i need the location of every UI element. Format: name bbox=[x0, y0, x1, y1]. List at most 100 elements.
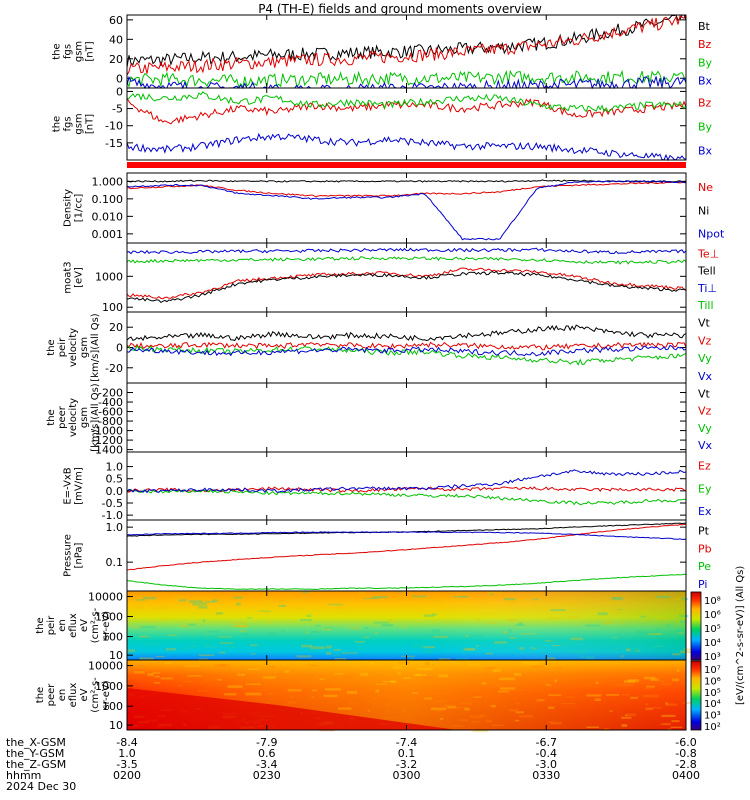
spectrogram-texture bbox=[512, 689, 526, 691]
spectrogram-texture bbox=[491, 724, 505, 727]
colorbar-gradient bbox=[690, 591, 702, 661]
spectrogram-texture bbox=[139, 657, 143, 659]
y-axis-label: fgs bbox=[63, 116, 74, 131]
footer-value: -3.5 bbox=[116, 758, 137, 771]
spectrogram-texture bbox=[661, 714, 676, 717]
series-line-Vz bbox=[126, 341, 687, 351]
spectrogram-texture bbox=[233, 596, 243, 599]
spectrogram-texture bbox=[522, 662, 539, 665]
spectrogram-texture bbox=[659, 723, 671, 725]
spectrogram-texture bbox=[594, 698, 601, 701]
footer-value: -3.2 bbox=[396, 758, 417, 771]
spectrogram-texture bbox=[247, 668, 260, 671]
spectrogram-texture bbox=[315, 613, 321, 615]
spectrogram-texture bbox=[160, 677, 174, 680]
spectrogram-texture bbox=[485, 652, 493, 655]
legend-Ti⊥: Ti⊥ bbox=[697, 282, 717, 295]
spectrogram-texture bbox=[625, 713, 636, 717]
y-tick-label: 1000 bbox=[95, 611, 123, 624]
spectrogram-texture bbox=[483, 613, 493, 615]
spectrogram-texture bbox=[419, 635, 431, 638]
spectrogram-texture bbox=[401, 604, 412, 606]
spectrogram-texture bbox=[261, 599, 275, 603]
panel-frame bbox=[126, 242, 687, 313]
spectrogram-texture bbox=[128, 624, 131, 627]
series-line-Npot bbox=[126, 180, 686, 241]
spectrogram-texture bbox=[440, 717, 444, 720]
y-tick-label: 0.001 bbox=[92, 228, 124, 241]
spectrogram-texture bbox=[613, 674, 618, 676]
series-line-Bt bbox=[126, 14, 687, 68]
spectrogram-texture bbox=[235, 625, 249, 627]
spectrogram-texture bbox=[179, 596, 188, 598]
spectrogram-texture bbox=[154, 675, 160, 678]
spectrogram-texture bbox=[453, 596, 469, 598]
y-tick-label: 0 bbox=[116, 72, 123, 85]
spectrogram-texture bbox=[317, 630, 320, 633]
spectrogram-texture bbox=[636, 631, 643, 634]
spectrogram-texture bbox=[322, 628, 332, 631]
y-axis-label: [km/s](All Qs) bbox=[90, 313, 101, 381]
spectrogram-texture bbox=[625, 648, 631, 652]
spectrogram-texture bbox=[260, 689, 269, 692]
spectrogram-texture bbox=[521, 676, 537, 680]
spectrogram-texture bbox=[310, 631, 320, 633]
spectrogram-texture bbox=[402, 677, 411, 679]
spectrogram-texture bbox=[621, 724, 628, 727]
y-axis-label: Density bbox=[63, 189, 74, 227]
spectrogram-texture bbox=[465, 635, 469, 638]
spectrogram-texture bbox=[411, 692, 419, 694]
spectrogram-texture bbox=[205, 600, 216, 603]
spectrogram-texture bbox=[455, 706, 467, 709]
colorbar-tick-label: 10² bbox=[704, 722, 721, 733]
y-axis-label: eV bbox=[79, 619, 90, 632]
legend-Pt: Pt bbox=[698, 525, 710, 538]
y-axis-label: [nT] bbox=[85, 114, 96, 134]
spectrogram-texture bbox=[485, 719, 492, 723]
spectrogram-texture bbox=[217, 679, 222, 681]
spectrogram-texture bbox=[654, 644, 662, 648]
y-tick-label: -5 bbox=[112, 103, 123, 116]
legend-Pe: Pe bbox=[698, 560, 711, 573]
spectrogram-texture bbox=[177, 684, 183, 687]
y-tick-label: 1000 bbox=[95, 270, 123, 283]
y-tick-label: 1000 bbox=[95, 680, 123, 693]
spectrogram-texture bbox=[430, 707, 447, 711]
spectrogram-texture bbox=[338, 707, 352, 710]
spectrogram-texture bbox=[232, 624, 247, 628]
legend-Bx: Bx bbox=[698, 144, 713, 157]
spectrogram-texture bbox=[535, 674, 542, 677]
series-line-Vx bbox=[126, 344, 687, 357]
spectrogram-texture bbox=[545, 640, 553, 642]
spectrogram-texture bbox=[206, 633, 209, 636]
y-axis-label: en bbox=[57, 619, 68, 632]
footer-value: 0400 bbox=[672, 769, 700, 782]
spectrogram-texture bbox=[503, 631, 507, 634]
y-axis-label: eflux bbox=[68, 613, 79, 638]
legend-Bz: Bz bbox=[698, 96, 712, 109]
spectrogram-texture bbox=[456, 598, 460, 600]
spectrogram-texture bbox=[307, 601, 323, 604]
spectrogram-texture bbox=[472, 729, 488, 733]
spectrogram-texture bbox=[585, 624, 601, 627]
spectrogram-texture bbox=[170, 597, 181, 601]
y-axis-label: the bbox=[46, 339, 57, 355]
spectrogram-texture bbox=[383, 717, 395, 719]
spectrogram-texture bbox=[613, 648, 618, 651]
spectrogram-texture bbox=[647, 633, 662, 635]
spectrogram-texture bbox=[613, 609, 621, 613]
series-line-Tell bbox=[126, 270, 687, 304]
spectrogram-texture bbox=[375, 686, 386, 688]
legend-Vz: Vz bbox=[698, 405, 712, 418]
spectrogram-texture bbox=[367, 710, 370, 712]
series-line-By bbox=[126, 69, 687, 89]
spectrogram-texture bbox=[271, 666, 275, 668]
spectrogram-texture bbox=[438, 658, 451, 661]
spectrogram-texture bbox=[278, 605, 286, 607]
spectrogram-texture bbox=[342, 675, 355, 678]
spectrogram-texture bbox=[469, 715, 482, 718]
y-tick-label: 0.0 bbox=[106, 485, 124, 498]
y-axis-label: eflux bbox=[68, 683, 79, 708]
spectrogram-texture bbox=[645, 703, 648, 706]
